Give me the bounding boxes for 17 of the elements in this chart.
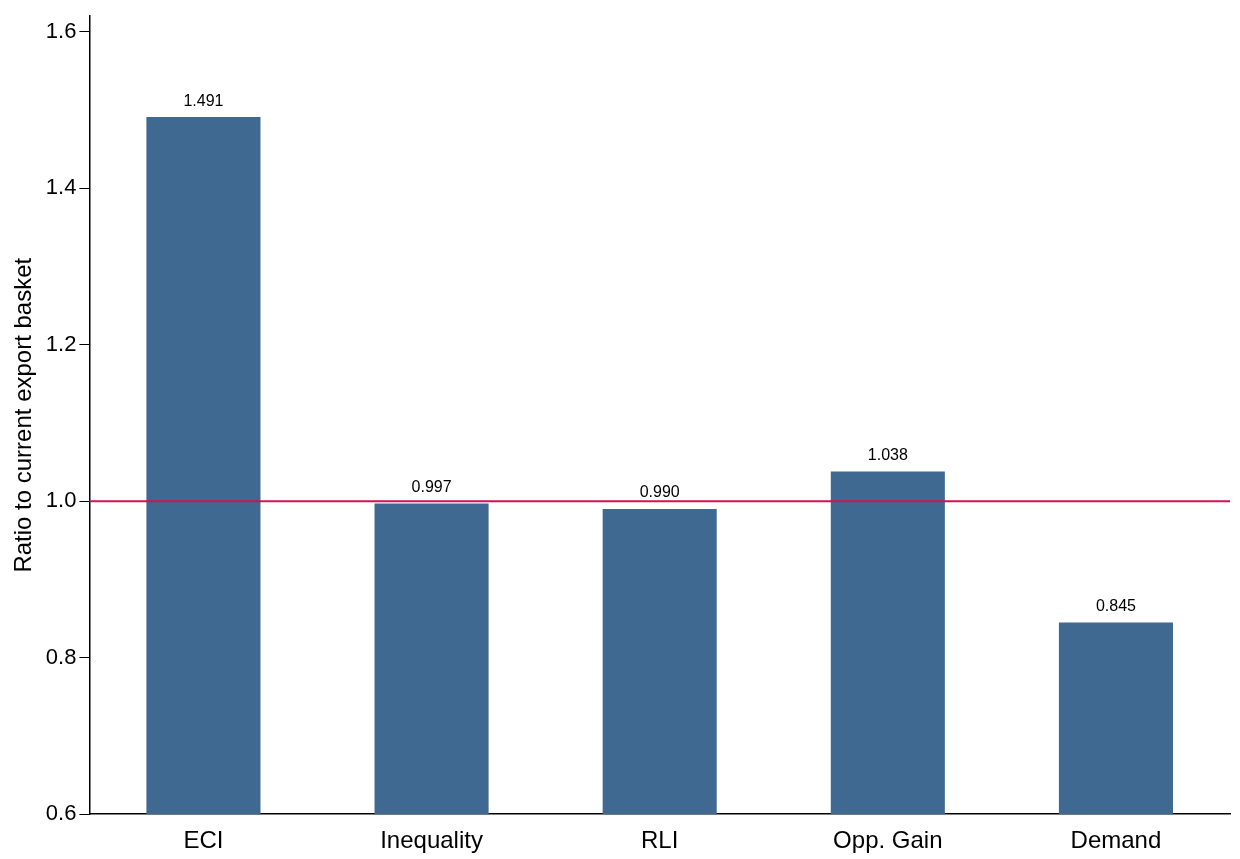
x-tick-label: Opp. Gain bbox=[833, 826, 943, 854]
x-tick-label: Demand bbox=[1070, 826, 1162, 854]
x-tick-label: Inequality bbox=[380, 826, 483, 854]
data-label: 1.491 bbox=[183, 91, 224, 109]
x-tick-label: ECI bbox=[183, 826, 224, 854]
y-tick-label: 0.8 bbox=[45, 643, 77, 669]
x-tick-label: RLI bbox=[641, 826, 679, 854]
data-label: 0.997 bbox=[411, 478, 452, 496]
y-tick-label: 1.2 bbox=[45, 330, 77, 356]
data-label: 0.990 bbox=[639, 483, 680, 501]
y-tick-label: 0.6 bbox=[45, 800, 77, 826]
data-label: 1.038 bbox=[867, 445, 908, 463]
y-tick-label: 1.0 bbox=[45, 487, 77, 513]
y-axis-title: Ratio to current export basket bbox=[9, 257, 37, 573]
y-tick-label: 1.6 bbox=[45, 17, 77, 43]
data-label: 0.845 bbox=[1095, 596, 1137, 614]
y-tick-label: 1.4 bbox=[45, 174, 77, 200]
